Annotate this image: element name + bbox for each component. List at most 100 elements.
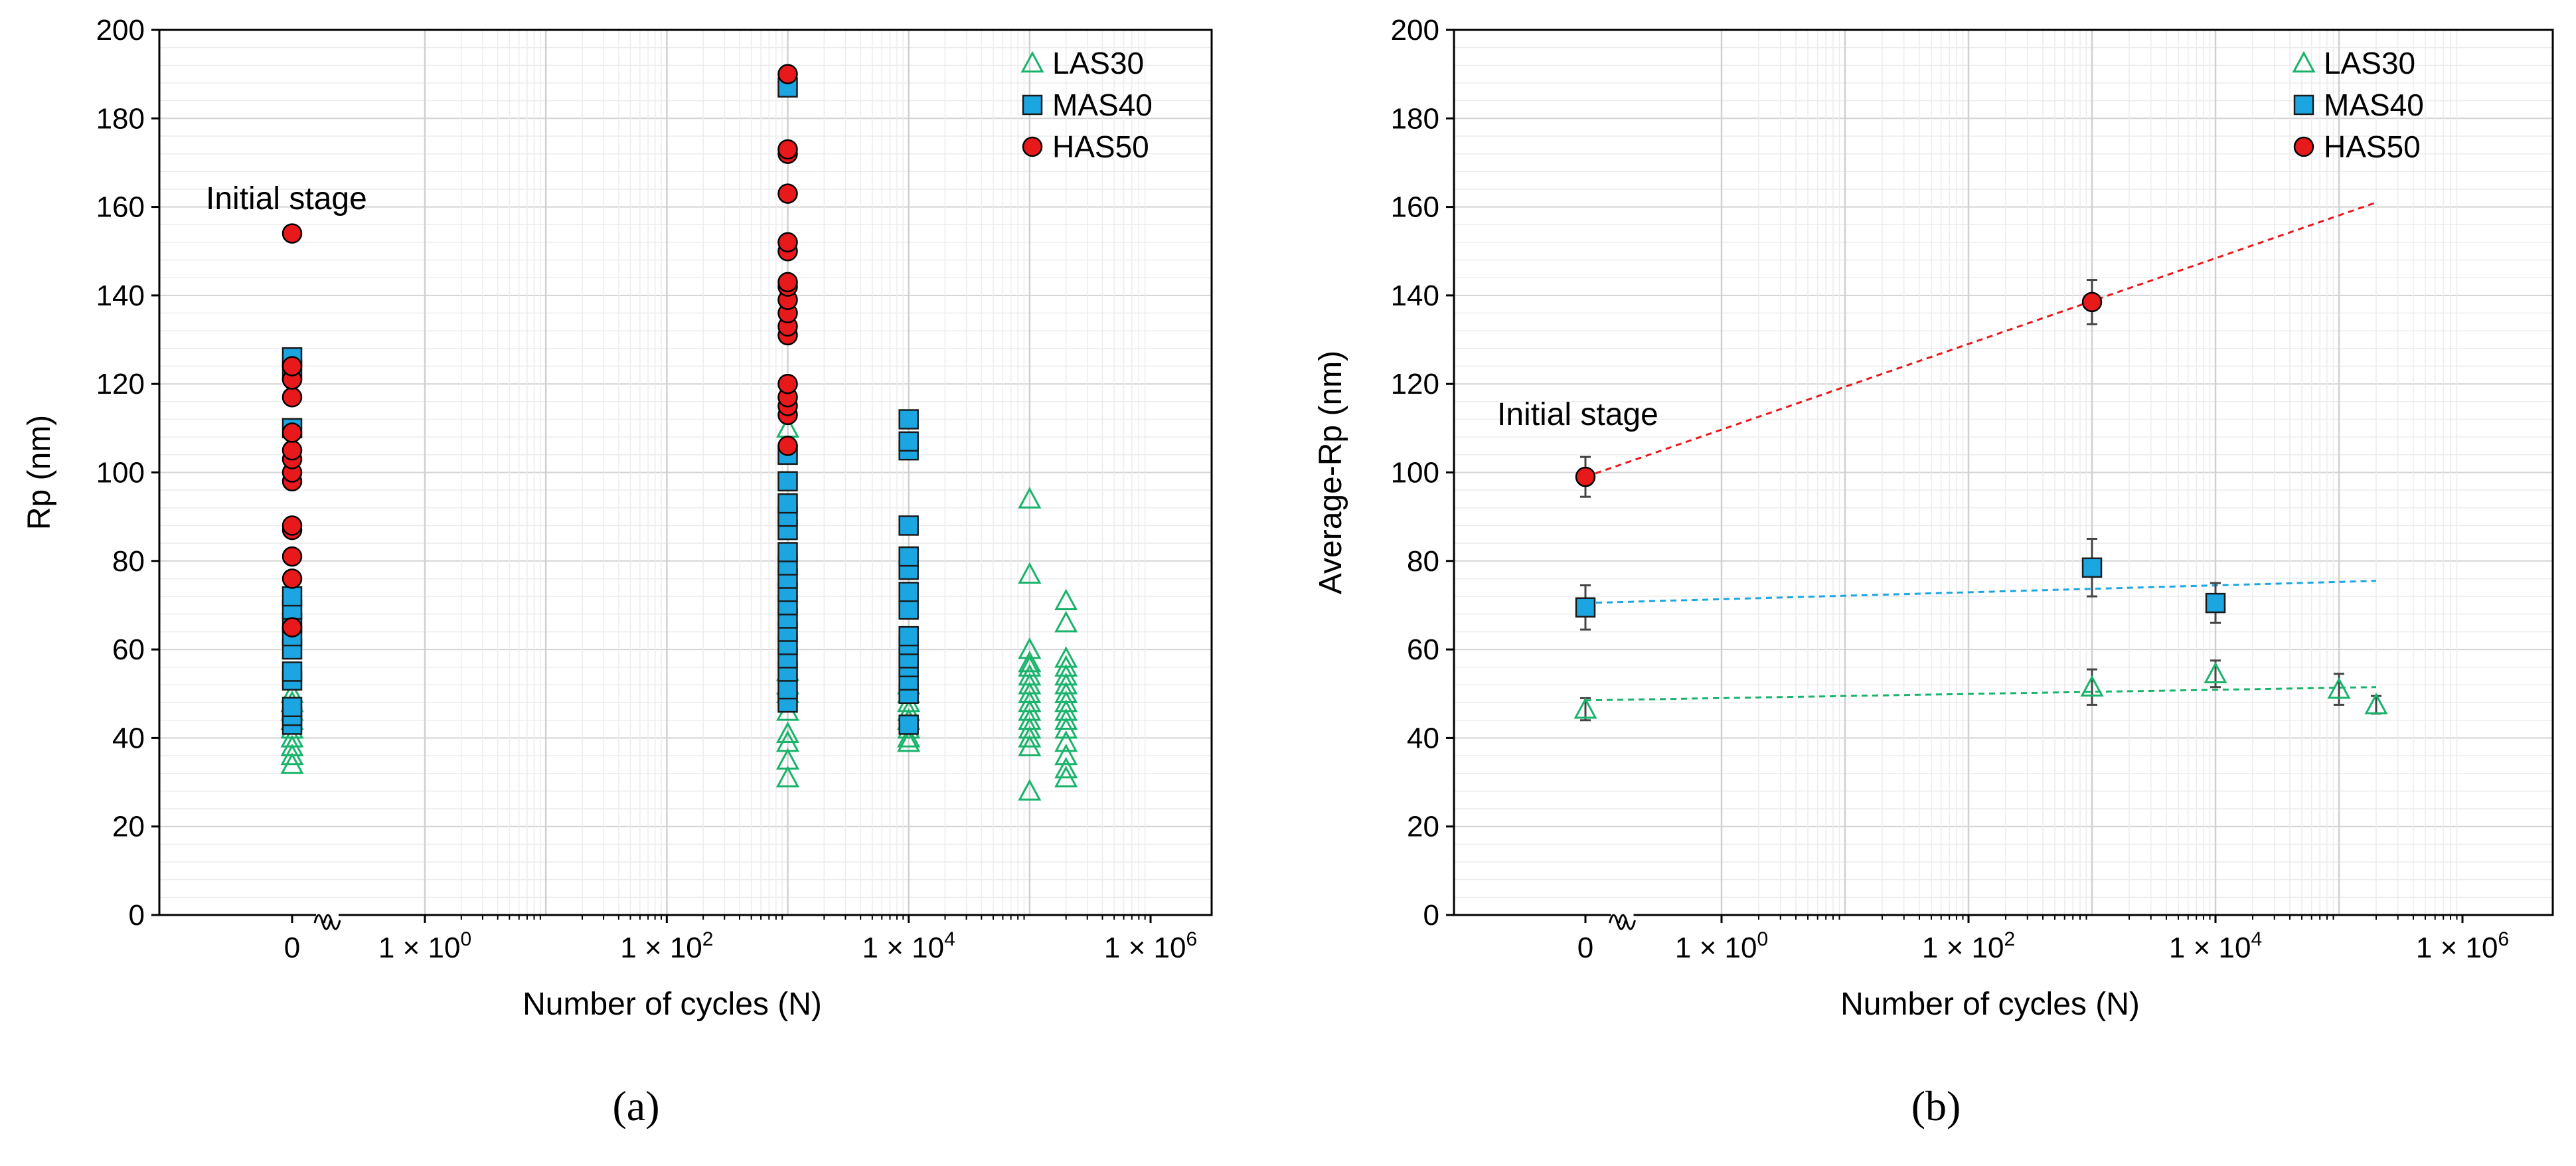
y-tick-label: 0 (1423, 899, 1439, 932)
legend-marker-las30 (2292, 50, 2316, 73)
data-point (282, 422, 303, 443)
chart-panel-b: 0 20 40 60 80 100 120 140 160 180 200 0 1 × 100 1 × 1… (1313, 14, 2554, 1129)
y-tick-label: 200 (96, 14, 145, 46)
data-point (1054, 646, 1078, 668)
legend: LAS30 MAS40 HAS50 (1020, 46, 1153, 164)
legend-label-has50: HAS50 (1052, 129, 1149, 164)
data-point (2204, 661, 2227, 684)
data-point (2081, 292, 2103, 313)
data-point (282, 546, 303, 567)
y-tick-label: 60 (1407, 633, 1439, 666)
axis-break-mark (323, 914, 341, 930)
data-point (777, 679, 798, 700)
data-point (1018, 655, 1042, 677)
x-tick-label: 1 × 106 (2416, 928, 2509, 964)
data-point (2327, 677, 2351, 699)
y-tick-label: 40 (1407, 722, 1439, 754)
panel-label: (b) (1911, 1082, 1961, 1129)
data-point (2364, 693, 2388, 714)
data-point (898, 599, 919, 620)
legend-label-has50: HAS50 (2324, 129, 2421, 164)
data-point (777, 542, 798, 562)
data-point (777, 471, 798, 492)
y-tick-label: 140 (1391, 280, 1439, 312)
y-tick-label: 180 (1391, 102, 1439, 135)
data-point (898, 625, 919, 647)
data-point (282, 356, 303, 376)
x-axis-label: Number of cycles (N) (1840, 987, 2140, 1022)
y-axis-label: Rp (nm) (22, 415, 57, 530)
data-point (775, 748, 800, 770)
y-tick-label: 0 (129, 899, 145, 932)
y-tick-label: 80 (1407, 545, 1439, 578)
y-tick-label: 140 (96, 280, 145, 312)
y-tick-label: 20 (1407, 811, 1439, 843)
grid (159, 29, 1212, 916)
y-tick-label: 100 (1391, 457, 1439, 489)
y-tick-label: 40 (112, 722, 145, 754)
x-tick-label: 1 × 106 (1104, 928, 1197, 964)
y-tick-label: 100 (96, 457, 145, 489)
data-point (1018, 650, 1042, 673)
axis-break-mark (1618, 914, 1636, 930)
data-point (1054, 730, 1078, 752)
x-tick-label: 0 (1577, 932, 1593, 964)
data-point (897, 730, 921, 752)
data-point (1573, 697, 1597, 719)
data-point (282, 617, 303, 638)
data-point (282, 440, 303, 461)
data-point (282, 586, 303, 607)
data-point (282, 568, 303, 589)
data-point (1054, 743, 1078, 766)
x-tick-label: 1 × 100 (378, 928, 471, 964)
data-point (898, 431, 919, 452)
series-las30 (280, 416, 1078, 801)
y-tick-label: 20 (112, 811, 145, 843)
legend-marker-mas40 (1022, 94, 1043, 116)
data-point (898, 582, 919, 602)
y-tick-label: 160 (96, 191, 145, 224)
y-tick-label: 200 (1391, 14, 1439, 46)
legend-marker-has50 (1022, 136, 1043, 157)
legend-marker-las30 (1020, 50, 1044, 73)
y-axis-label: Average-Rp (nm) (1313, 351, 1348, 594)
data-point (898, 409, 919, 430)
data-point (1018, 562, 1042, 584)
y-tick-label: 80 (112, 545, 145, 578)
annotation-initial-stage: Initial stage (206, 181, 367, 216)
series-mas40 (282, 77, 919, 735)
data-point (777, 272, 798, 293)
legend-label-las30: LAS30 (2324, 46, 2415, 80)
y-tick-label: 120 (1391, 368, 1439, 400)
data-point (898, 714, 919, 735)
data-point (775, 721, 800, 743)
data-point (775, 766, 800, 788)
y-tick-label: 180 (96, 102, 145, 135)
legend-label-mas40: MAS40 (2324, 88, 2424, 122)
trend-line (1585, 201, 2377, 478)
legend-label-mas40: MAS40 (1052, 88, 1153, 122)
data-point (898, 546, 919, 567)
axis-break-mark (313, 914, 332, 930)
series-has50 (1575, 279, 2103, 498)
legend-marker-has50 (2293, 136, 2314, 157)
data-point (777, 183, 798, 204)
data-point (282, 386, 303, 408)
data-point (1018, 637, 1042, 659)
axis-break-mark (1609, 914, 1627, 930)
data-point (282, 515, 303, 536)
chart-panel-a: 0 20 40 60 80 100 120 140 160 180 200 0 1 × 100 1 × 1… (22, 14, 1213, 1129)
data-point (1575, 466, 1596, 487)
panel-label: (a) (612, 1082, 659, 1129)
data-point (282, 223, 303, 244)
series-mas40 (1575, 537, 2226, 631)
y-tick-label: 120 (96, 368, 145, 400)
legend-label-las30: LAS30 (1052, 46, 1144, 80)
data-point (1018, 487, 1042, 509)
data-point (898, 515, 919, 536)
x-axis-label: Number of cycles (N) (523, 987, 822, 1022)
x-tick-label: 1 × 100 (1675, 928, 1768, 964)
data-point (777, 373, 798, 394)
data-point (777, 64, 798, 84)
